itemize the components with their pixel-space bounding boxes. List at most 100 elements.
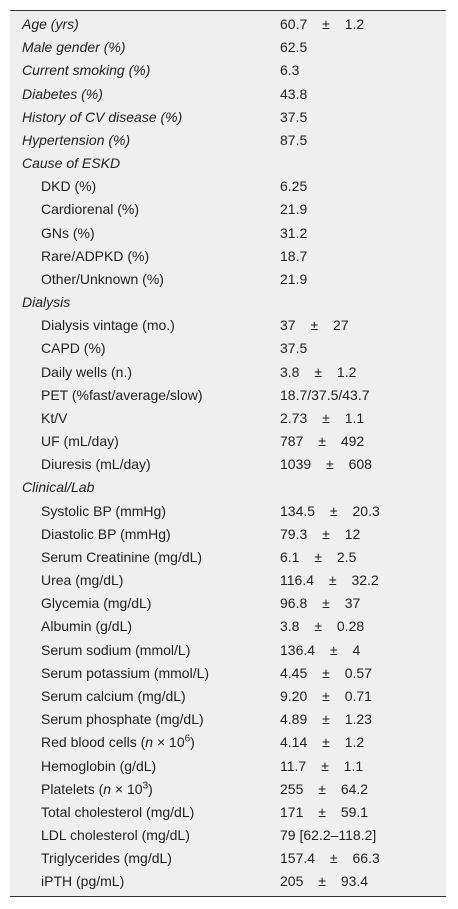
row-label: Diastolic BP (mmHg)	[41, 525, 171, 542]
table-row: Clinical/Lab	[10, 476, 446, 499]
row-value: 37.5	[280, 108, 308, 125]
label-part: × 10	[153, 734, 185, 751]
table-row: History of CV disease (%) 37.5	[10, 106, 446, 129]
row-value: 37.5	[280, 340, 308, 357]
label-italic: n	[145, 734, 154, 751]
table-row: CAPD (%) 37.5	[10, 337, 446, 360]
row-label: Cardiorenal (%)	[41, 201, 140, 218]
table-row: Diastolic BP (mmHg) 79.3 ± 12	[10, 523, 446, 546]
row-value: 87.5	[280, 131, 308, 148]
table-row: PET (%fast/average/slow) 18.7/37.5/43.7	[10, 384, 446, 407]
row-label: Other/Unknown (%)	[41, 270, 164, 287]
table-row: GNs (%) 31.2	[10, 222, 446, 245]
row-label: Platelets (n × 103)	[41, 778, 153, 801]
label-superscript: 3	[142, 780, 149, 792]
row-value: 2.73 ± 1.1	[280, 409, 365, 426]
table-row: Hypertension (%) 87.5	[10, 129, 446, 152]
row-label: Male gender (%)	[22, 39, 126, 56]
row-label: Hemoglobin (g/dL)	[41, 757, 157, 774]
table-row: Rare/ADPKD (%) 18.7	[10, 245, 446, 268]
table-row: Current smoking (%) 6.3	[10, 59, 446, 82]
label-part: Platelets (	[41, 780, 104, 797]
table-row: Serum phosphate (mg/dL) 4.89 ± 1.23	[10, 708, 446, 731]
row-value: 1039 ± 608	[280, 456, 372, 473]
row-label: Diabetes (%)	[22, 85, 103, 102]
row-value: 79 [62.2–118.2]	[280, 827, 377, 844]
label-superscript: 6	[184, 733, 191, 745]
row-value: 21.9	[280, 270, 308, 287]
row-value: 9.20 ± 0.71	[280, 687, 372, 704]
row-label: Serum sodium (mmol/L)	[41, 641, 191, 658]
row-label: Rare/ADPKD (%)	[41, 247, 150, 264]
row-value: 96.8 ± 37	[280, 595, 361, 612]
row-label: Albumin (g/dL)	[41, 618, 133, 635]
table-row: Triglycerides (mg/dL) 157.4 ± 66.3	[10, 847, 446, 870]
table-row: Cardiorenal (%) 21.9	[10, 198, 446, 221]
row-label: UF (mL/day)	[41, 433, 119, 450]
row-value: 31.2	[280, 224, 308, 241]
row-label: Red blood cells (n × 106)	[41, 731, 195, 754]
row-label: Diuresis (mL/day)	[41, 456, 151, 473]
table-row: DKD (%) 6.25	[10, 175, 446, 198]
table-row: Serum Creatinine (mg/dL) 6.1 ± 2.5	[10, 546, 446, 569]
row-label: History of CV disease (%)	[22, 108, 183, 125]
label-part: × 10	[111, 780, 143, 797]
row-label: Cause of ESKD	[22, 155, 121, 172]
row-label: Glycemia (mg/dL)	[41, 595, 152, 612]
table-row: Serum sodium (mmol/L) 136.4 ± 4	[10, 639, 446, 662]
table-row: Age (yrs) 60.7 ± 1.2	[10, 13, 446, 36]
row-label: LDL cholesterol (mg/dL)	[41, 827, 190, 844]
row-label: CAPD (%)	[41, 340, 106, 357]
label-part: Red blood cells (	[41, 734, 146, 751]
table-row: Kt/V 2.73 ± 1.1	[10, 407, 446, 430]
row-label: Age (yrs)	[22, 16, 79, 32]
row-value: 6.3	[280, 62, 300, 79]
row-label: Systolic BP (mmHg)	[41, 502, 166, 519]
row-value: 6.25	[280, 178, 308, 195]
row-value: 255 ± 64.2	[280, 780, 369, 797]
row-value: 79.3 ± 12	[280, 525, 361, 542]
row-label: Current smoking (%)	[22, 62, 151, 79]
table-row: LDL cholesterol (mg/dL) 79 [62.2–118.2]	[10, 824, 446, 847]
row-value: 4.89 ± 1.23	[280, 711, 372, 728]
table-row: Diabetes (%) 43.8	[10, 83, 446, 106]
row-value: 4.14 ± 1.2	[280, 734, 365, 751]
row-value: 171 ± 59.1	[280, 803, 369, 820]
row-label: Serum potassium (mmol/L)	[41, 664, 210, 681]
table-row: UF (mL/day) 787 ± 492	[10, 430, 446, 453]
table-row: Glycemia (mg/dL) 96.8 ± 37	[10, 592, 446, 615]
label-italic: n	[103, 780, 112, 797]
row-label: Serum calcium (mg/dL)	[41, 687, 186, 704]
row-label: DKD (%)	[41, 178, 97, 195]
row-value: 157.4 ± 66.3	[280, 850, 380, 867]
table-row: Serum calcium (mg/dL) 9.20 ± 0.71	[10, 685, 446, 708]
row-label: GNs (%)	[41, 224, 95, 241]
row-label: Total cholesterol (mg/dL)	[41, 803, 195, 820]
row-label: Dialysis vintage (mo.)	[41, 317, 175, 334]
label-part: )	[190, 734, 195, 751]
row-value: 18.7	[280, 247, 308, 264]
row-value: 11.7 ± 1.1	[280, 757, 364, 774]
row-value: 43.8	[280, 85, 308, 102]
table-row: Daily wells (n.) 3.8 ± 1.2	[10, 361, 446, 384]
row-value: 116.4 ± 32.2	[280, 572, 379, 589]
row-value: 37 ± 27	[280, 317, 349, 334]
row-label: Daily wells (n.)	[41, 363, 133, 380]
row-value: 3.8 ± 1.2	[280, 363, 357, 380]
table-row: Systolic BP (mmHg) 134.5 ± 20.3	[10, 500, 446, 523]
row-label: Serum Creatinine (mg/dL)	[41, 548, 203, 565]
row-label: Serum phosphate (mg/dL)	[41, 711, 204, 728]
table-row: Dialysis	[10, 291, 446, 314]
table-row: Other/Unknown (%) 21.9	[10, 268, 446, 291]
row-value: 4.45 ± 0.57	[280, 664, 372, 681]
row-value: 787 ± 492	[280, 433, 365, 450]
row-label: Urea (mg/dL)	[41, 572, 124, 589]
row-label: iPTH (pg/mL)	[41, 873, 125, 890]
row-label: Hypertension (%)	[22, 131, 131, 148]
label-part: )	[148, 780, 153, 797]
row-label: Kt/V	[41, 409, 68, 426]
table-row: Diuresis (mL/day) 1039 ± 608	[10, 453, 446, 476]
table-row: Albumin (g/dL) 3.8 ± 0.28	[10, 615, 446, 638]
row-value: 6.1 ± 2.5	[280, 548, 357, 565]
